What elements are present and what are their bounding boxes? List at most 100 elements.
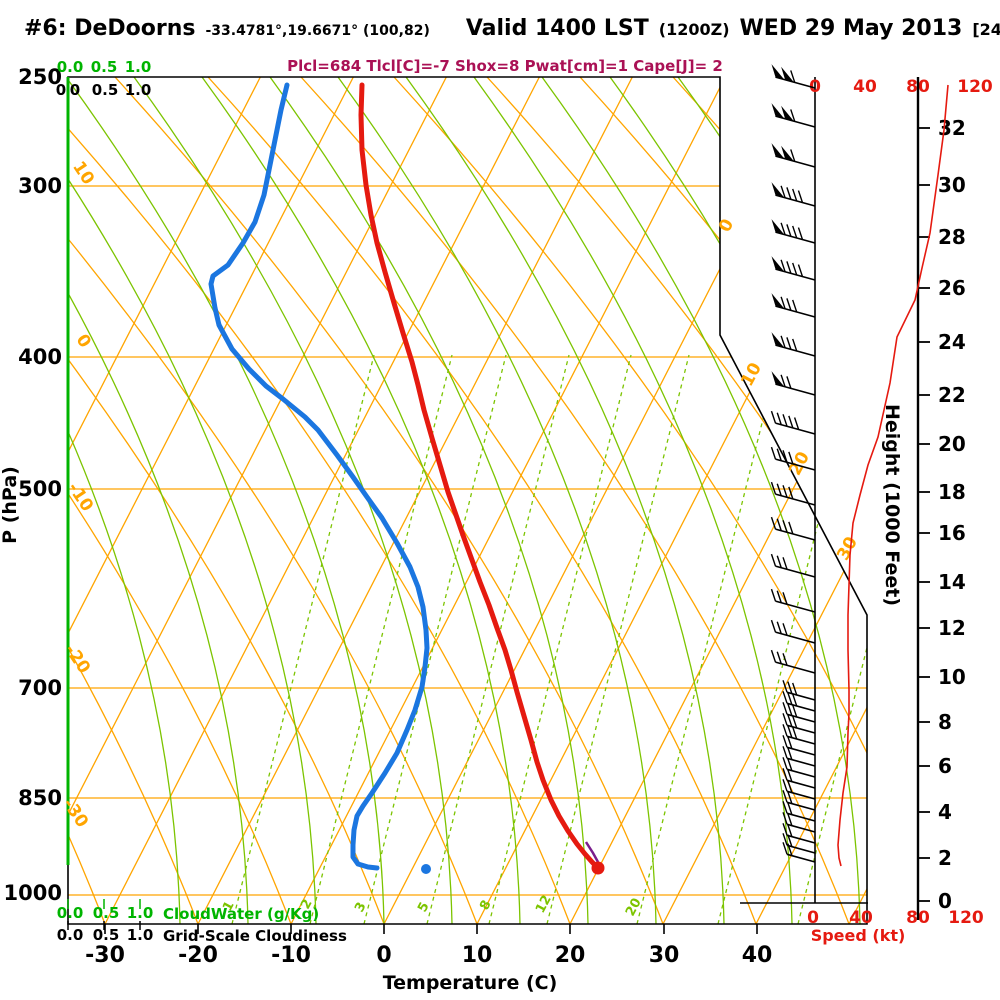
cloudwater-top-label: 0.0 (57, 58, 84, 76)
isotherm-line (476, 77, 867, 924)
wind-barb (770, 588, 816, 613)
cloudwater-bottom-label: 0.5 (93, 904, 120, 922)
wind-speed-profile (837, 84, 949, 867)
isotherm-line (68, 77, 261, 924)
cloudiness-top-label: 0 (70, 81, 80, 99)
dry-adiabat-line (68, 77, 385, 924)
speed-bottom-label: 120 (948, 908, 984, 928)
dry-adiabat-label: 0 (72, 331, 95, 352)
mixing-ratio-label: 20 (623, 896, 645, 919)
wind-barb (770, 553, 816, 578)
cloudiness-top-label: 0 (56, 81, 66, 99)
isotherm-line (755, 77, 867, 924)
dry-adiabat-line (486, 77, 867, 924)
mixing-ratio-line (636, 354, 780, 924)
dry-adiabat-line (579, 77, 867, 924)
temperature-tick-label: 40 (742, 943, 773, 968)
wind-barb (771, 182, 816, 207)
pressure-tick-label: 250 (18, 65, 62, 89)
temperature-tick-label: 30 (649, 943, 680, 968)
dry-adiabat-line (68, 77, 571, 924)
height-tick-label: 10 (938, 665, 966, 689)
sounding-parameters: Plcl=684 Tlcl[C]=-7 Shox=8 Pwat[cm]=1 Ca… (287, 57, 723, 75)
speed-top-label: 0 (809, 77, 821, 97)
wind-barb (782, 735, 816, 756)
surface-temperature-dot (591, 861, 605, 875)
height-tick-label: 32 (938, 116, 966, 140)
parcel-trace (584, 841, 600, 863)
pressure-tick-label: 500 (18, 477, 62, 501)
mixing-ratio-line (363, 354, 507, 924)
wind-barb (771, 143, 816, 168)
height-tick-label: 6 (938, 754, 952, 778)
isotherm-line (569, 77, 867, 924)
dry-adiabat-line (300, 77, 850, 924)
temperature-tick-label: -10 (271, 943, 311, 968)
dewpoint-curve (208, 82, 430, 871)
speed-bottom-label: 0 (807, 908, 819, 928)
cloudwater-top-label: 0.5 (91, 58, 118, 76)
wind-barb (782, 812, 816, 833)
chart-header: #6: DeDoorns -33.4781°,19.6671° (100,82)… (24, 16, 1000, 41)
moist-adiabat-line (68, 77, 385, 924)
height-tick-label: 16 (938, 521, 966, 545)
cloud-scales: 0.00.00.50.51.01.00 0 0.5 1.00.0 0.5 1.0Cloud… (56, 58, 347, 945)
wind-barb (770, 410, 816, 435)
temperature-tick-label: -30 (85, 943, 125, 968)
moist-adiabat-line (68, 77, 181, 924)
mixing-ratio-line (231, 354, 375, 924)
isotherm-line (290, 77, 726, 924)
wind-barb (782, 746, 816, 767)
pressure-axis: 250 300 400 500 700 850 1000 P (hPa) (0, 65, 62, 905)
dry-adiabat-label: 10 (68, 158, 98, 189)
wind-barb (782, 757, 816, 778)
station-title: #6: DeDoorns (24, 16, 196, 41)
cloudwater-bottom-label: 1.0 (127, 904, 154, 922)
valid-time: Valid 1400 LST (465, 16, 649, 41)
plot-boundary (67, 76, 868, 925)
moist-adiabat-line (473, 77, 793, 924)
speed-top-label: 40 (853, 77, 877, 97)
cloudiness-top-label: 1.0 (125, 81, 152, 99)
wind-barb (782, 713, 816, 734)
cloudiness-scale-title: Grid-Scale Cloudiness (163, 927, 347, 945)
wind-barb (782, 724, 816, 745)
wind-barb (771, 371, 816, 396)
height-tick-label: 26 (938, 276, 966, 300)
wind-barb (770, 516, 816, 541)
isotherm-line (848, 77, 867, 924)
moist-adiabat-line (201, 77, 521, 924)
wind-barb (782, 823, 816, 844)
temperature-axis: -30 -20 -10 0 10 20 30 40 Temperature (C) (85, 924, 772, 994)
wind-barb (782, 833, 816, 854)
height-tick-label: 28 (938, 225, 966, 249)
height-tick-label: 0 (938, 889, 952, 913)
wind-barb (770, 649, 816, 674)
wind-barb (782, 790, 816, 811)
height-tick-label: 30 (938, 173, 966, 197)
mixing-ratio-line (546, 354, 690, 924)
cloudwater-scale-title: CloudWater (g/Kg) (163, 905, 319, 923)
pressure-tick-label: 700 (18, 676, 62, 700)
moist-adiabat-line (68, 77, 249, 924)
wind-barb (782, 768, 816, 789)
pressure-tick-label: 1000 (4, 881, 62, 905)
height-tick-label: 24 (938, 330, 966, 354)
mixing-ratio-label: 12 (533, 893, 555, 916)
skewt-background (68, 77, 867, 924)
moist-adiabat-line (269, 77, 589, 924)
dry-adiabat-label: -30 (58, 795, 92, 832)
wind-barb (782, 680, 816, 701)
wind-barb (770, 446, 816, 471)
wind-barb (771, 256, 816, 281)
dry-adiabat-line (68, 77, 478, 924)
speed-axis-title: Speed (kt) (811, 926, 906, 945)
isotherm-line (104, 77, 540, 924)
pressure-tick-label: 300 (18, 174, 62, 198)
dry-adiabat-line (68, 77, 199, 924)
moist-adiabat-line (337, 77, 657, 924)
